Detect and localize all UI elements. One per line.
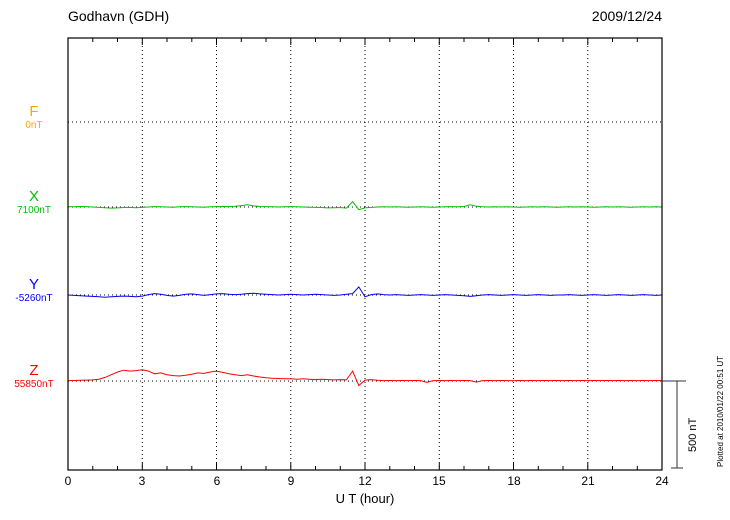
trace-y: [67, 286, 663, 298]
x-axis-label: U T (hour): [335, 491, 395, 506]
series-baseline-f: 0nT: [25, 120, 43, 131]
trace-x: [67, 200, 663, 211]
axis-ticks: [92, 38, 638, 470]
traces: [67, 200, 663, 387]
scale-bar: [662, 380, 686, 469]
x-tick-21: 21: [581, 474, 595, 488]
x-tick-18: 18: [507, 474, 521, 488]
series-baseline-y: -5260nT: [15, 293, 53, 304]
series-letter-f: F: [29, 103, 39, 120]
x-tick-9: 9: [287, 474, 295, 488]
x-tick-3: 3: [138, 474, 146, 488]
x-tick-6: 6: [213, 474, 221, 488]
series-label-f: F 0nT: [4, 103, 64, 132]
series-label-y: Y -5260nT: [4, 276, 64, 305]
plot-frame: [67, 37, 663, 471]
trace-z: [67, 369, 663, 387]
gridlines: [68, 38, 662, 470]
scale-bar-label: 500 nT: [687, 417, 699, 452]
series-letter-y: Y: [28, 276, 39, 293]
series-label-z: Z 55850nT: [4, 362, 64, 391]
series-label-x: X 7100nT: [4, 188, 64, 217]
series-letter-z: Z: [29, 362, 39, 379]
series-baseline-z: 55850nT: [14, 379, 54, 390]
series-baseline-x: 7100nT: [17, 205, 51, 216]
plotted-at-note: Plotted at 2010/01/22 00:51 UT: [716, 355, 725, 467]
x-tick-24: 24: [655, 474, 669, 488]
x-tick-12: 12: [358, 474, 372, 488]
x-tick-15: 15: [432, 474, 446, 488]
page-title: Godhavn (GDH): [68, 8, 170, 24]
date-label: 2009/12/24: [591, 8, 662, 24]
series-letter-x: X: [28, 188, 39, 205]
x-tick-0: 0: [64, 474, 72, 488]
